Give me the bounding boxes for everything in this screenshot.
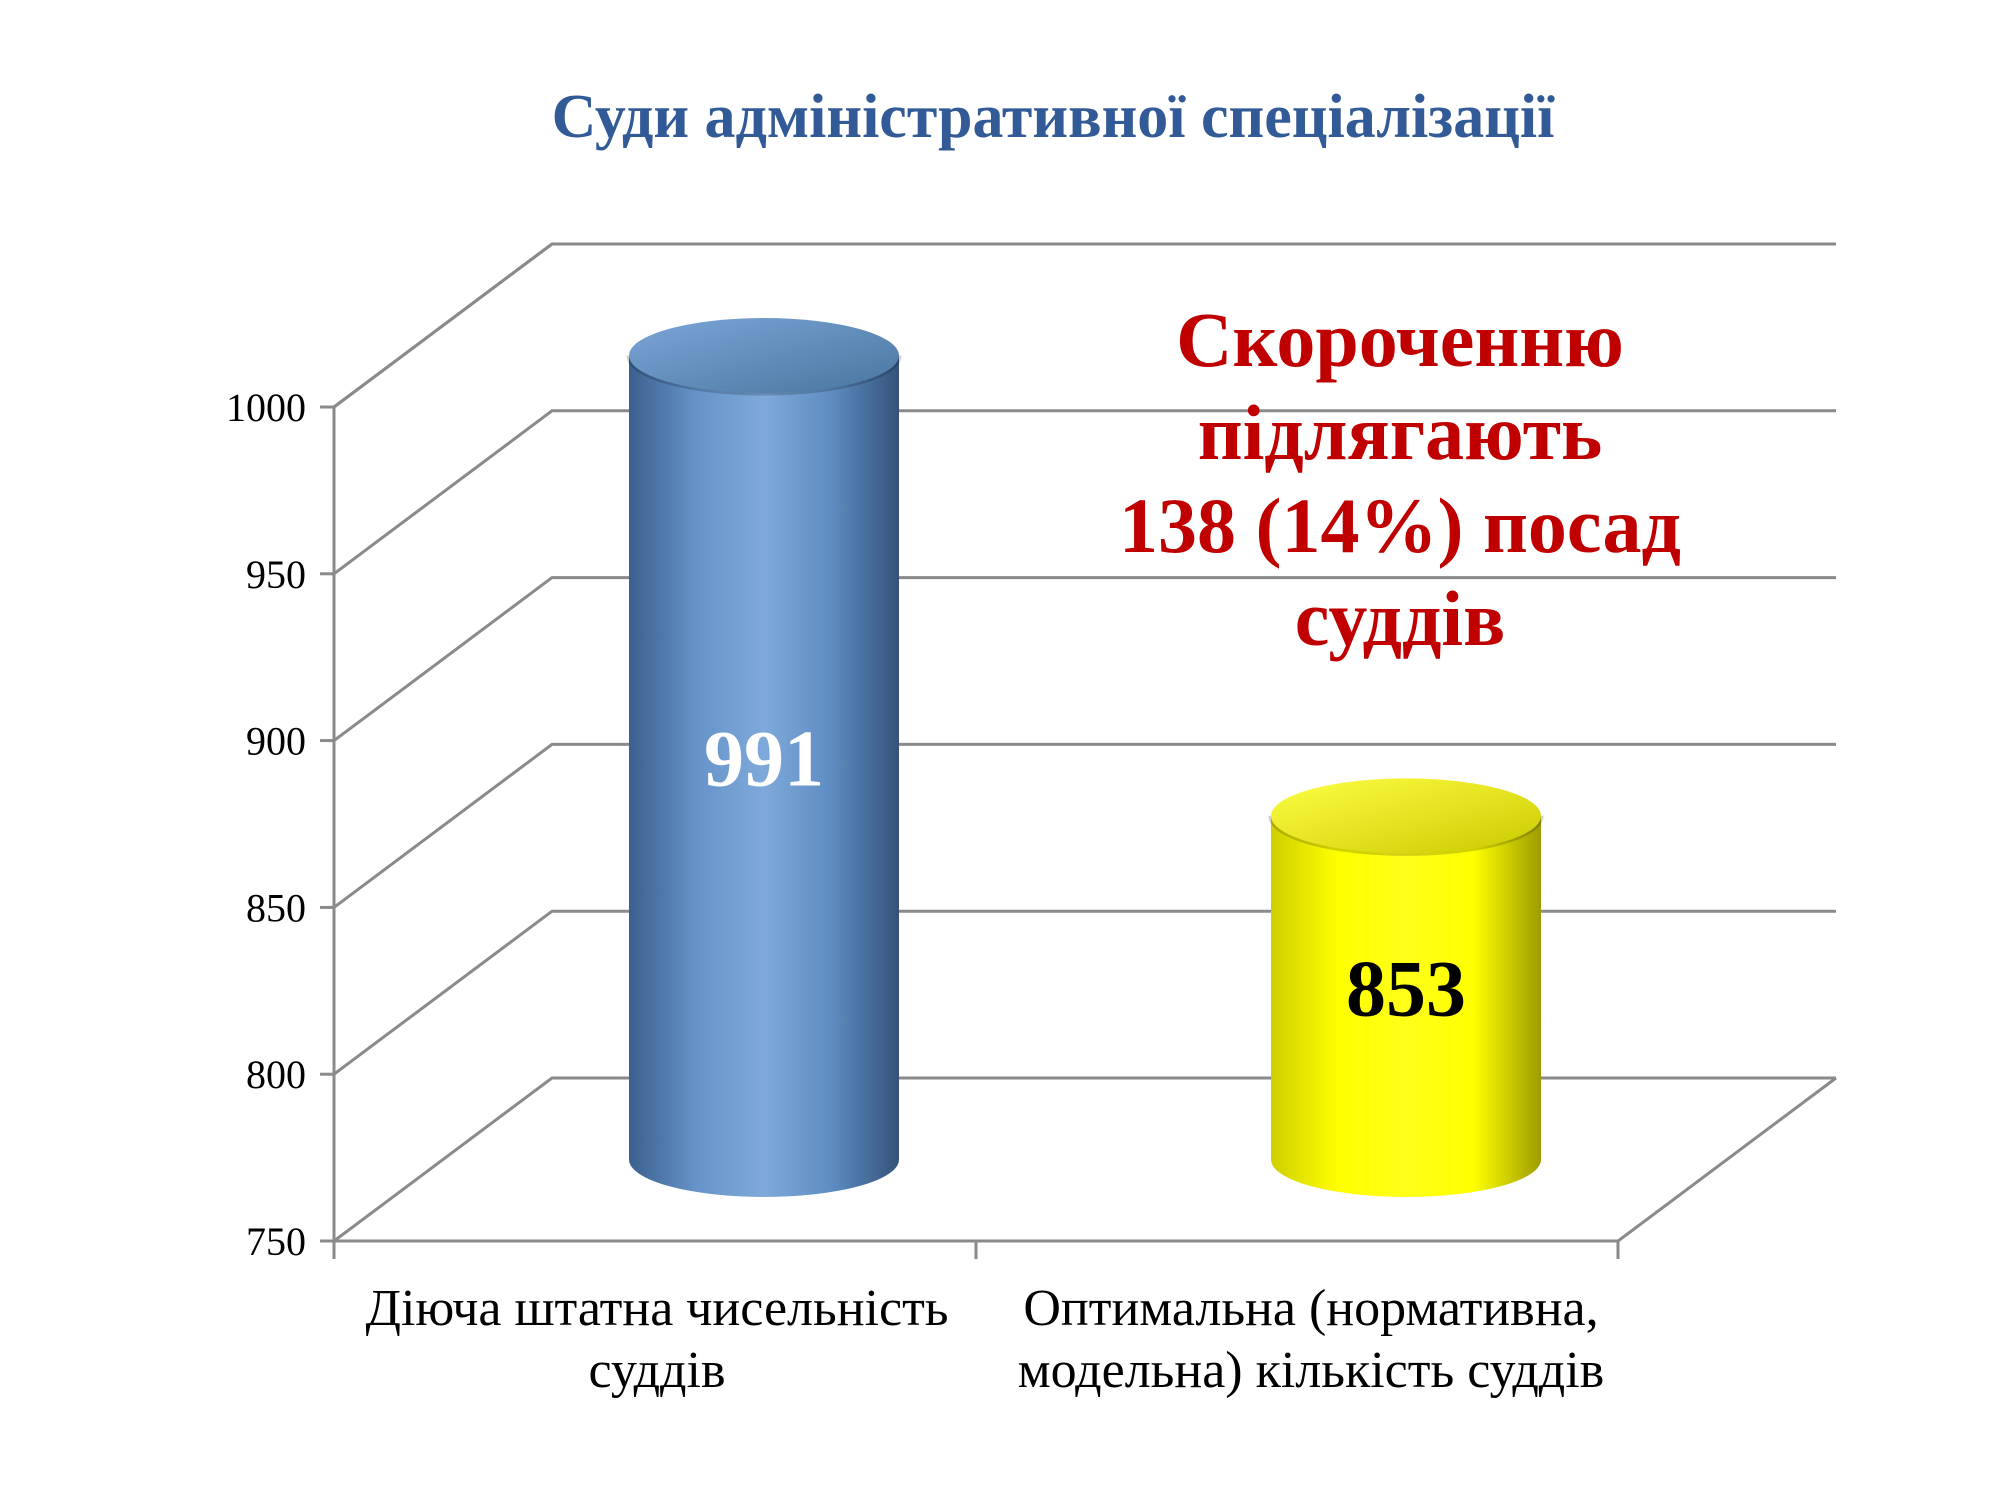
floor-right-edge — [1617, 1076, 1837, 1243]
floor-back-edge — [333, 1076, 1836, 1243]
cylinder-body-1 — [1271, 815, 1541, 1197]
gridline-900 — [333, 576, 1836, 742]
gridlines — [333, 242, 1836, 1076]
cylinder-bar-1: 853 — [1268, 778, 1544, 1197]
y-tick-label-850: 850 — [246, 885, 306, 930]
cylinder-top-1 — [1271, 778, 1541, 854]
y-tick-label-950: 950 — [246, 552, 306, 597]
cylinder-bar-0: 991 — [626, 318, 902, 1197]
annotation-text-block: Скороченню підлягають 138 (14%) посад су… — [1119, 293, 1681, 665]
y-tick-label-750: 750 — [246, 1219, 306, 1264]
category-label-2-line-1: Оптимальна (нормативна, — [1023, 1280, 1599, 1337]
category-label-2: Оптимальна (нормативна, модельна) кількі… — [1018, 1278, 1604, 1402]
chart-title: Суди адміністративної спеціалізації — [551, 83, 1555, 151]
annotation-line-1: Скороченню — [1176, 296, 1624, 383]
gridline-950 — [333, 409, 1836, 576]
annotation-line-4: суддів — [1294, 575, 1506, 662]
value-label-0: 991 — [704, 716, 824, 804]
y-tick-label-1000: 1000 — [226, 385, 306, 430]
category-label-1-line-1: Діюча штатна чисельність — [365, 1280, 949, 1337]
y-tick-label-900: 900 — [246, 719, 306, 764]
value-label-1: 853 — [1346, 946, 1466, 1034]
category-label-1: Діюча штатна чисельність суддів — [365, 1278, 948, 1402]
gridline-800 — [333, 909, 1836, 1076]
annotation-line-3: 138 (14%) посад — [1119, 482, 1681, 569]
wall-top-left-edge — [333, 242, 553, 409]
annotation-line-2: підлягають — [1197, 389, 1603, 476]
cylinder-body-0 — [629, 355, 899, 1197]
cylinder-top-0 — [629, 318, 899, 394]
gridline-850 — [333, 742, 1836, 909]
y-tick-labels: 1000 950 900 850 800 750 — [226, 385, 306, 1264]
category-label-1-line-2: суддів — [588, 1342, 726, 1399]
y-tick-label-800: 800 — [246, 1052, 306, 1097]
category-label-2-line-2: модельна) кількість суддів — [1017, 1342, 1605, 1399]
